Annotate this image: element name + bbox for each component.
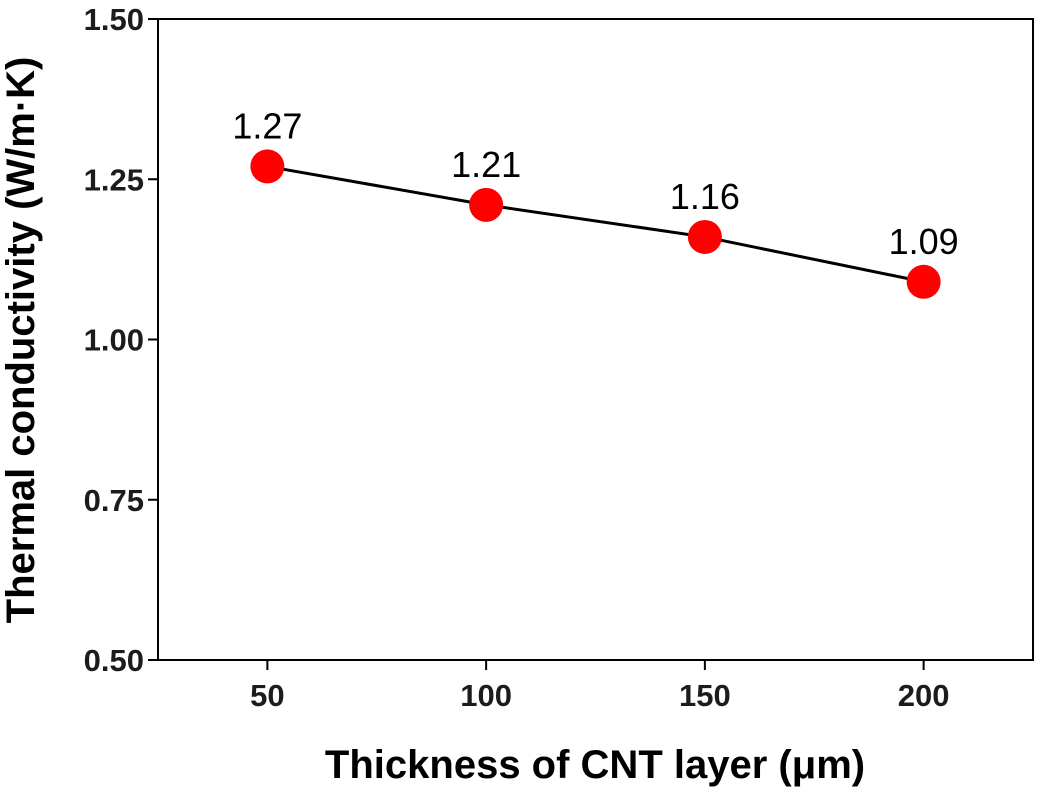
x-axis-ticks: 50 100 150 200 (250, 660, 949, 713)
data-point (906, 264, 941, 299)
x-axis-title: Thickness of CNT layer (μm) (325, 743, 865, 787)
data-point (250, 149, 285, 184)
y-tick-label: 0.75 (84, 483, 144, 518)
y-tick-label: 1.00 (84, 323, 144, 358)
series-layer: 1.27 1.21 1.16 1.09 (232, 105, 959, 299)
data-point (687, 219, 722, 254)
data-label: 1.09 (889, 221, 959, 262)
x-tick-label: 150 (679, 678, 731, 713)
x-tick-label: 50 (250, 678, 284, 713)
data-point (469, 187, 504, 222)
data-label: 1.21 (451, 144, 521, 185)
y-tick-label: 0.50 (84, 643, 144, 678)
y-tick-label: 1.25 (84, 162, 144, 197)
data-label: 1.16 (670, 176, 740, 217)
y-axis-ticks: 0.50 0.75 1.00 1.25 1.50 (84, 2, 158, 678)
data-label: 1.27 (232, 105, 302, 146)
y-axis-title: Thermal conductivity (W/m·K) (0, 57, 43, 624)
x-tick-label: 100 (460, 678, 512, 713)
series-line (267, 164, 924, 284)
y-tick-label: 1.50 (84, 2, 144, 37)
x-tick-label: 200 (898, 678, 950, 713)
